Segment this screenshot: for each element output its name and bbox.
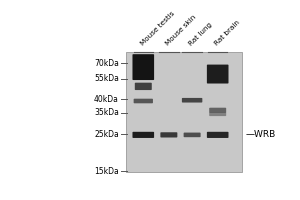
FancyBboxPatch shape xyxy=(209,108,226,113)
Text: 70kDa: 70kDa xyxy=(94,59,119,68)
FancyBboxPatch shape xyxy=(133,54,154,80)
Text: 35kDa: 35kDa xyxy=(94,108,119,117)
FancyBboxPatch shape xyxy=(184,133,201,137)
FancyBboxPatch shape xyxy=(160,132,177,137)
Text: Rat brain: Rat brain xyxy=(213,20,241,47)
Text: —WRB: —WRB xyxy=(246,130,276,139)
Text: 40kDa: 40kDa xyxy=(94,95,119,104)
FancyBboxPatch shape xyxy=(134,99,153,103)
Text: 55kDa: 55kDa xyxy=(94,74,119,83)
FancyBboxPatch shape xyxy=(182,98,202,103)
Text: Rat lung: Rat lung xyxy=(188,22,213,47)
Text: Mouse testis: Mouse testis xyxy=(139,11,176,47)
FancyBboxPatch shape xyxy=(135,83,152,90)
Bar xyxy=(126,52,242,172)
Text: 15kDa: 15kDa xyxy=(94,167,119,176)
FancyBboxPatch shape xyxy=(207,132,229,138)
FancyBboxPatch shape xyxy=(209,112,226,116)
Text: 25kDa: 25kDa xyxy=(94,130,119,139)
FancyBboxPatch shape xyxy=(207,65,229,84)
FancyBboxPatch shape xyxy=(133,132,154,138)
Text: Mouse skin: Mouse skin xyxy=(165,14,197,47)
